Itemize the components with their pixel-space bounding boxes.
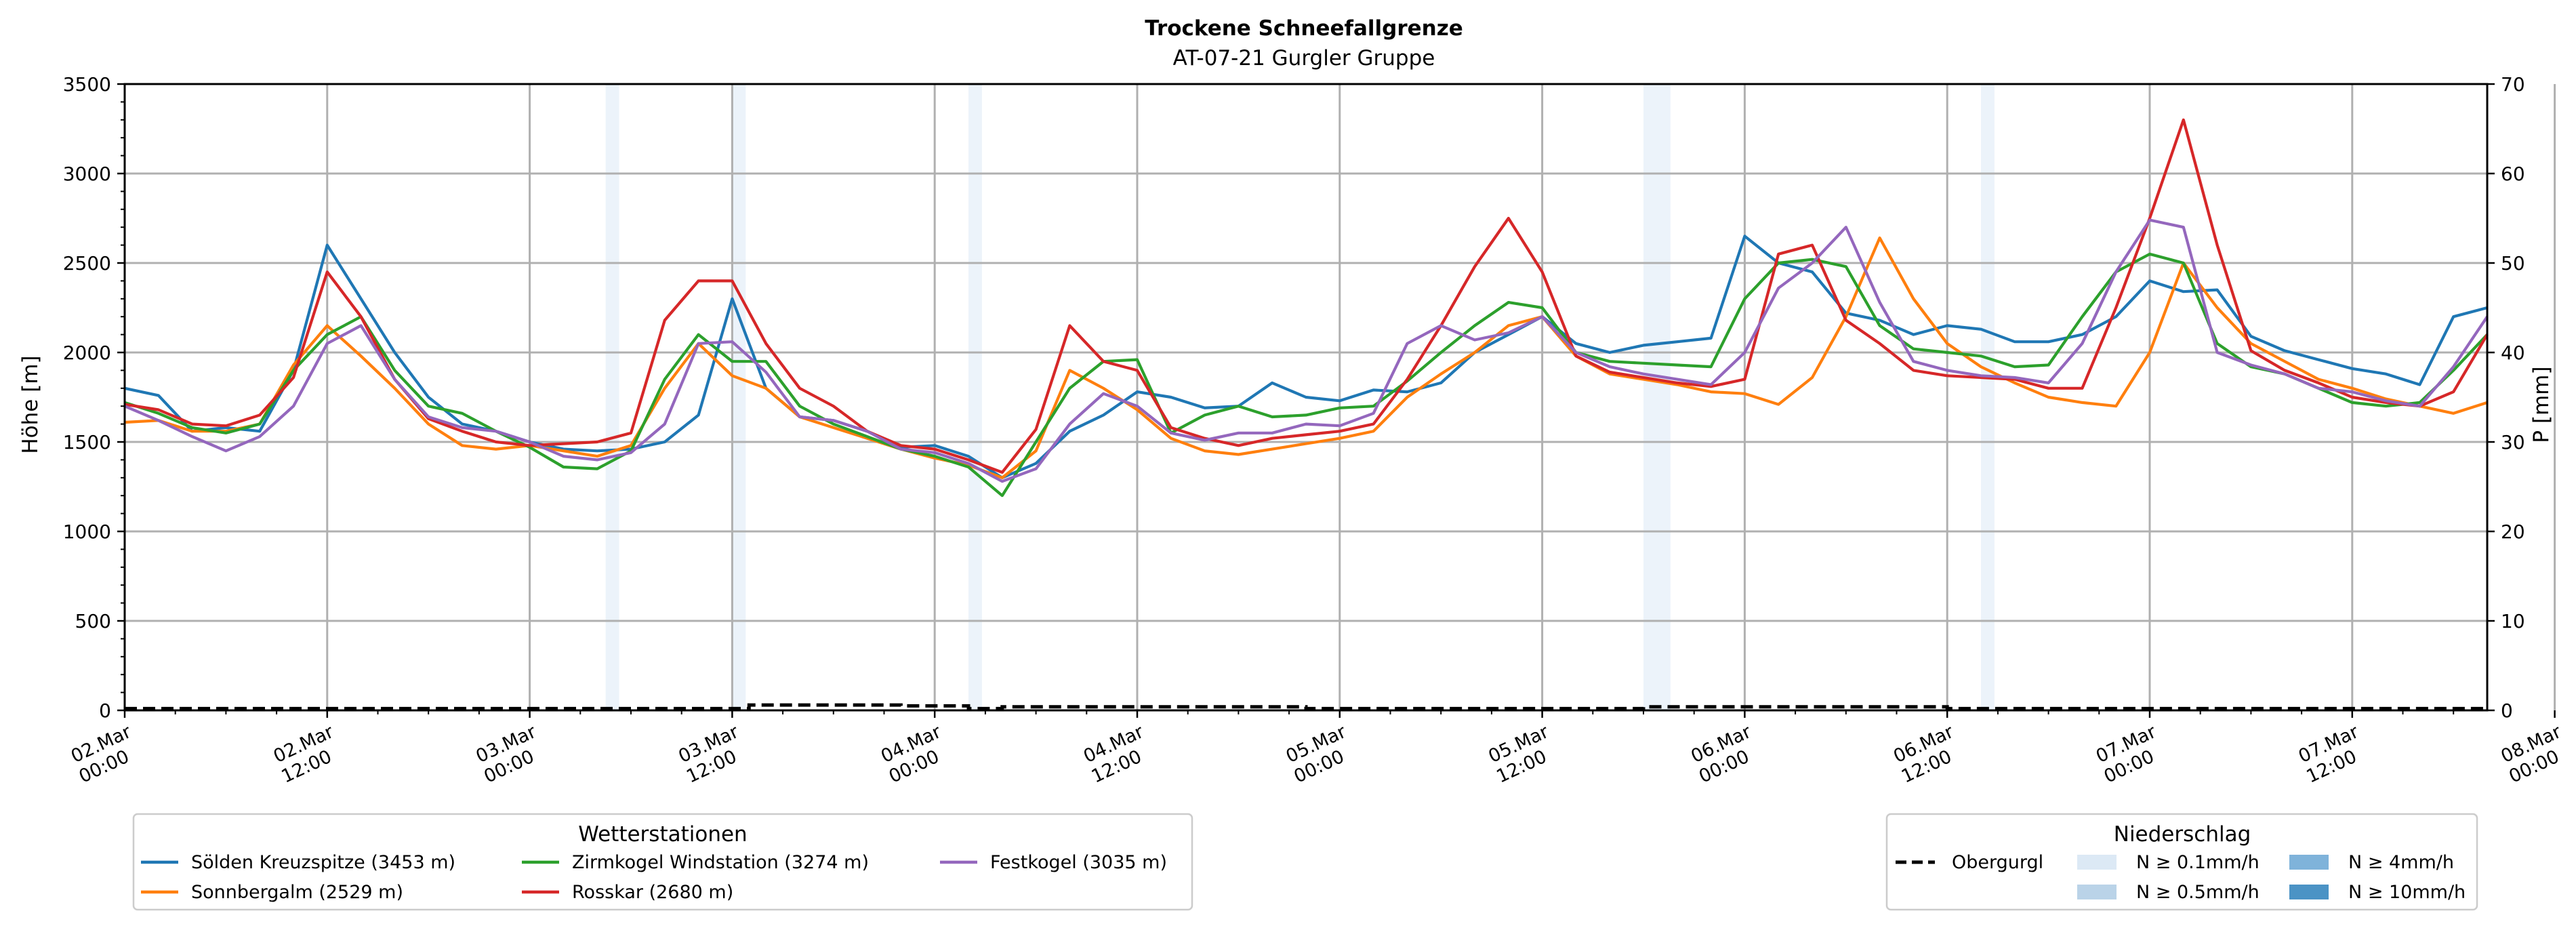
- chart-subtitle: AT-07-21 Gurgler Gruppe: [1173, 46, 1435, 70]
- y-axis-label: Höhe [m]: [18, 355, 43, 453]
- legend-stations: Wetterstationen Sölden Kreuzspitze (3453 …: [132, 813, 1193, 911]
- legend-precip-swatch-1: [2077, 855, 2117, 870]
- plot-frame: [123, 83, 2489, 712]
- y-tick-label: 1500: [63, 431, 111, 453]
- precip-band: [1981, 84, 1995, 710]
- series-line-2: [124, 236, 2488, 479]
- precip-band: [968, 84, 982, 710]
- legend-label-1: Sölden Kreuzspitze (3453 m): [191, 852, 455, 873]
- legend-precip-title: Niederschlag: [2114, 822, 2251, 847]
- legend-precip-box: [1885, 813, 2478, 911]
- precip-line-obergurgl: [125, 703, 2487, 710]
- series-line-5: [124, 218, 2489, 483]
- y-right-tick-label: 10: [2501, 610, 2525, 632]
- precip-band: [1643, 84, 1671, 710]
- legend-precip-class-2: N ≥ 0.5mm/h: [2136, 882, 2260, 903]
- legend-precip-class-4: N ≥ 10mm/h: [2348, 882, 2466, 903]
- series-layer: [124, 118, 2489, 710]
- chart-title: Trockene Schneefallgrenze: [1145, 16, 1463, 41]
- series-line-3: [124, 252, 2489, 498]
- y-tick-label: 3000: [63, 163, 111, 185]
- precip-bands: [605, 84, 1995, 710]
- y-tick-label: 0: [99, 700, 111, 722]
- legend-stations-box: [132, 813, 1193, 911]
- y-right-tick-label: 50: [2501, 252, 2525, 275]
- y-right-tick-label: 40: [2501, 342, 2525, 364]
- legend-label-3: Zirmkogel Windstation (3274 m): [572, 852, 869, 873]
- y-tick-label: 500: [75, 610, 111, 632]
- y-tick-label: 3500: [63, 73, 111, 96]
- legend-precip-swatch-3: [2289, 855, 2329, 870]
- legend-precip-class-3: N ≥ 4mm/h: [2348, 852, 2454, 873]
- y-right-tick-label: 30: [2501, 431, 2525, 453]
- legend-label-4: Rosskar (2680 m): [572, 882, 733, 903]
- y-right-tick-label: 60: [2501, 163, 2525, 185]
- y-right-tick-label: 20: [2501, 521, 2525, 543]
- y-tick-label: 2000: [63, 342, 111, 364]
- legend-precip-swatch-4: [2289, 885, 2329, 899]
- series-line-4: [124, 118, 2489, 474]
- legend-stations-title: Wetterstationen: [578, 822, 747, 847]
- precip-band: [732, 84, 746, 710]
- y-right-tick-label: 0: [2501, 700, 2513, 722]
- legend-precip: Niederschlag Obergurgl N ≥ 0.1mm/h N ≥ 0.5m…: [1885, 813, 2478, 911]
- precip-band: [605, 84, 619, 710]
- legend-precip-class-1: N ≥ 0.1mm/h: [2136, 852, 2260, 873]
- y-tick-label: 1000: [63, 521, 111, 543]
- legend-label-5: Festkogel (3035 m): [990, 852, 1167, 873]
- y-right-tick-label: 70: [2501, 73, 2525, 96]
- legend-label-2: Sonnbergalm (2529 m): [191, 882, 403, 903]
- y-tick-label: 2500: [63, 252, 111, 275]
- legend-precip-swatch-2: [2077, 885, 2117, 899]
- y-axis-right-label: P [mm]: [2529, 366, 2554, 443]
- legend-precip-line-label: Obergurgl: [1952, 852, 2043, 873]
